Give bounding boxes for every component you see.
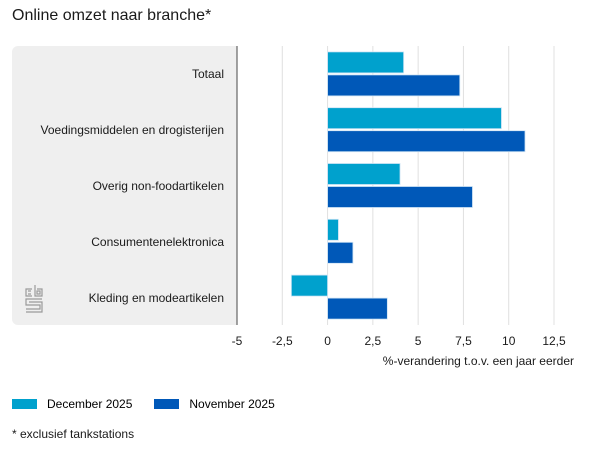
- x-axis-label: %-verandering t.o.v. een jaar eerder: [382, 354, 574, 368]
- cbs-logo-icon: [25, 285, 43, 313]
- legend-item-november[interactable]: November 2025: [154, 397, 275, 411]
- legend-label-november: November 2025: [189, 397, 275, 411]
- x-tick-label: 5: [415, 334, 422, 348]
- x-tick-label: -2,5: [272, 334, 293, 348]
- legend-item-december[interactable]: December 2025: [12, 397, 132, 411]
- x-tick-label: 12,5: [542, 334, 566, 348]
- bar-november[interactable]: [327, 74, 461, 97]
- bar-december[interactable]: [327, 107, 502, 130]
- x-tick-label: -5: [232, 334, 243, 348]
- x-tick-label: 7,5: [455, 334, 472, 348]
- category-label: Consumentenelektronica: [91, 235, 224, 249]
- bar-december[interactable]: [327, 218, 339, 241]
- bar-december[interactable]: [327, 51, 405, 74]
- bar-november[interactable]: [327, 297, 388, 320]
- category-label: Overig non-foodartikelen: [92, 179, 224, 193]
- x-tick-label: 10: [502, 334, 516, 348]
- category-label: Totaal: [191, 67, 224, 81]
- legend-swatch-december: [12, 399, 37, 409]
- category-label: Kleding en modeartikelen: [88, 291, 224, 305]
- category-label: Voedingsmiddelen en drogisterijen: [40, 123, 224, 137]
- bar-november[interactable]: [327, 186, 473, 208]
- chart-title: Online omzet naar branche*: [12, 7, 212, 24]
- legend: December 2025 November 2025: [12, 397, 297, 411]
- bar-november[interactable]: [327, 130, 526, 153]
- bar-december[interactable]: [327, 163, 401, 185]
- bar-november[interactable]: [327, 241, 354, 264]
- x-tick-label: 2,5: [365, 334, 382, 348]
- plot-area: -5 -2,5 0 2,5 5 7,5 10 12,5: [232, 46, 566, 348]
- category-label-panel: Totaal Voedingsmiddelen en drogisterijen…: [12, 46, 237, 325]
- legend-swatch-november: [154, 399, 180, 409]
- x-tick-label: 0: [324, 334, 331, 348]
- footnote: * exclusief tankstations: [12, 427, 135, 441]
- legend-label-december: December 2025: [47, 397, 133, 411]
- bar-december[interactable]: [290, 274, 328, 297]
